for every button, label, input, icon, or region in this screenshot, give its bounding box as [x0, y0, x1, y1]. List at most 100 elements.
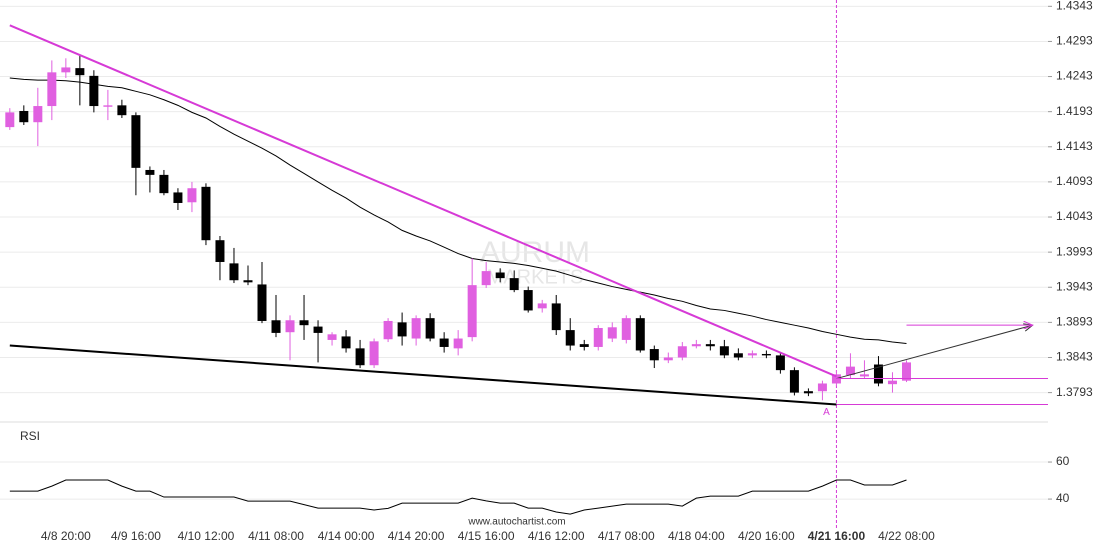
candle-body: [355, 348, 365, 366]
candle-body: [607, 327, 617, 339]
candle-body: [887, 380, 897, 385]
y-tick-label: 60: [1056, 454, 1070, 468]
y-tick-label: 1.4093: [1056, 174, 1093, 188]
rsi-title: RSI: [20, 429, 40, 443]
candle-body: [635, 318, 645, 351]
y-tick-label: 1.4343: [1056, 0, 1093, 12]
y-tick-label: 1.3893: [1056, 315, 1093, 329]
y-tick-label: 1.3843: [1056, 350, 1093, 364]
candle-body: [481, 271, 491, 286]
candle-body: [201, 186, 211, 241]
candle-body: [691, 344, 701, 347]
x-tick-label: 4/9 16:00: [111, 529, 161, 543]
candle-body: [299, 320, 309, 326]
x-tick-label: 4/17 08:00: [598, 529, 655, 543]
candle-body: [551, 303, 561, 331]
candle-body: [901, 362, 911, 381]
candle-body: [33, 106, 43, 123]
candle-body: [215, 240, 225, 262]
candle-body: [425, 318, 435, 339]
candle-body: [341, 336, 351, 349]
annotation-line: [836, 325, 1032, 380]
candle-body: [159, 174, 169, 194]
x-tick-label: 4/8 20:00: [41, 529, 91, 543]
candle-body: [649, 349, 659, 361]
candle-body: [467, 285, 477, 338]
candle-body: [131, 115, 141, 168]
candle-body: [761, 353, 771, 356]
candle-body: [61, 67, 71, 73]
y-tick-label: 1.4043: [1056, 209, 1093, 223]
candle-body: [243, 280, 253, 283]
candle-body: [859, 374, 869, 377]
candle-body: [187, 188, 197, 203]
candle-body: [621, 318, 631, 340]
y-tick-label: 1.4243: [1056, 69, 1093, 83]
x-tick-label: 4/18 04:00: [668, 529, 725, 543]
candle-body: [271, 320, 281, 333]
candle-body: [495, 272, 505, 279]
candle-body: [145, 169, 155, 175]
candle-body: [817, 383, 827, 392]
candle-body: [523, 290, 533, 311]
annotation-line: [9, 344, 837, 406]
candle-body: [383, 320, 393, 340]
candle-body: [173, 192, 183, 203]
y-tick-label: 40: [1056, 491, 1070, 505]
candle-body: [411, 318, 421, 339]
y-tick-label: 1.4193: [1056, 104, 1093, 118]
x-tick-label: 4/22 08:00: [878, 529, 935, 543]
candle-body: [397, 322, 407, 337]
candle-body: [677, 346, 687, 358]
x-tick-label: 4/14 00:00: [318, 529, 375, 543]
candle-body: [845, 366, 855, 376]
annotation-line: [9, 24, 837, 378]
candle-body: [803, 391, 813, 394]
y-tick-label: 1.3793: [1056, 385, 1093, 399]
candle-body: [775, 355, 785, 371]
candle-body: [47, 72, 57, 107]
candle-body: [89, 75, 99, 107]
source: www.autochartist.com: [467, 517, 565, 528]
candle-body: [19, 110, 29, 123]
x-tick-label: 4/10 12:00: [178, 529, 235, 543]
candle-body: [103, 105, 113, 107]
x-tick-label: 4/20 16:00: [738, 529, 795, 543]
candle-body: [565, 330, 575, 346]
x-tick-label: 4/14 20:00: [388, 529, 445, 543]
candle-body: [747, 353, 757, 356]
candle-body: [439, 338, 449, 347]
y-tick-label: 1.4293: [1056, 34, 1093, 48]
y-tick-label: 1.3993: [1056, 244, 1093, 258]
candle-body: [5, 112, 15, 128]
candle-body: [509, 278, 519, 291]
candle-body: [75, 68, 85, 76]
candle-body: [117, 105, 127, 116]
candle-body: [369, 341, 379, 366]
x-tick-label: 4/15 16:00: [458, 529, 515, 543]
candle-body: [257, 284, 267, 321]
candle-body: [733, 353, 743, 358]
y-tick-label: 1.4143: [1056, 139, 1093, 153]
candle-body: [663, 357, 673, 361]
candle-body: [789, 370, 799, 393]
x-tick-label: 4/11 08:00: [248, 529, 304, 543]
candle-body: [593, 327, 603, 347]
point-label: A: [823, 407, 830, 418]
y-tick-label: 1.3943: [1056, 279, 1093, 293]
candle-body: [719, 346, 729, 356]
candle-body: [327, 334, 337, 340]
rsi-line: [9, 479, 907, 515]
x-tick-label: 4/16 12:00: [528, 529, 585, 543]
x-tick-label: 4/21 16:00: [808, 529, 866, 543]
candle-body: [453, 338, 463, 349]
candle-body: [313, 326, 323, 333]
candle-body: [705, 344, 715, 347]
candle-body: [873, 364, 883, 384]
candle-body: [229, 263, 239, 281]
moving-average: [9, 77, 907, 344]
candle-body: [285, 320, 295, 333]
candle-body: [537, 303, 547, 309]
candle-body: [579, 344, 589, 347]
